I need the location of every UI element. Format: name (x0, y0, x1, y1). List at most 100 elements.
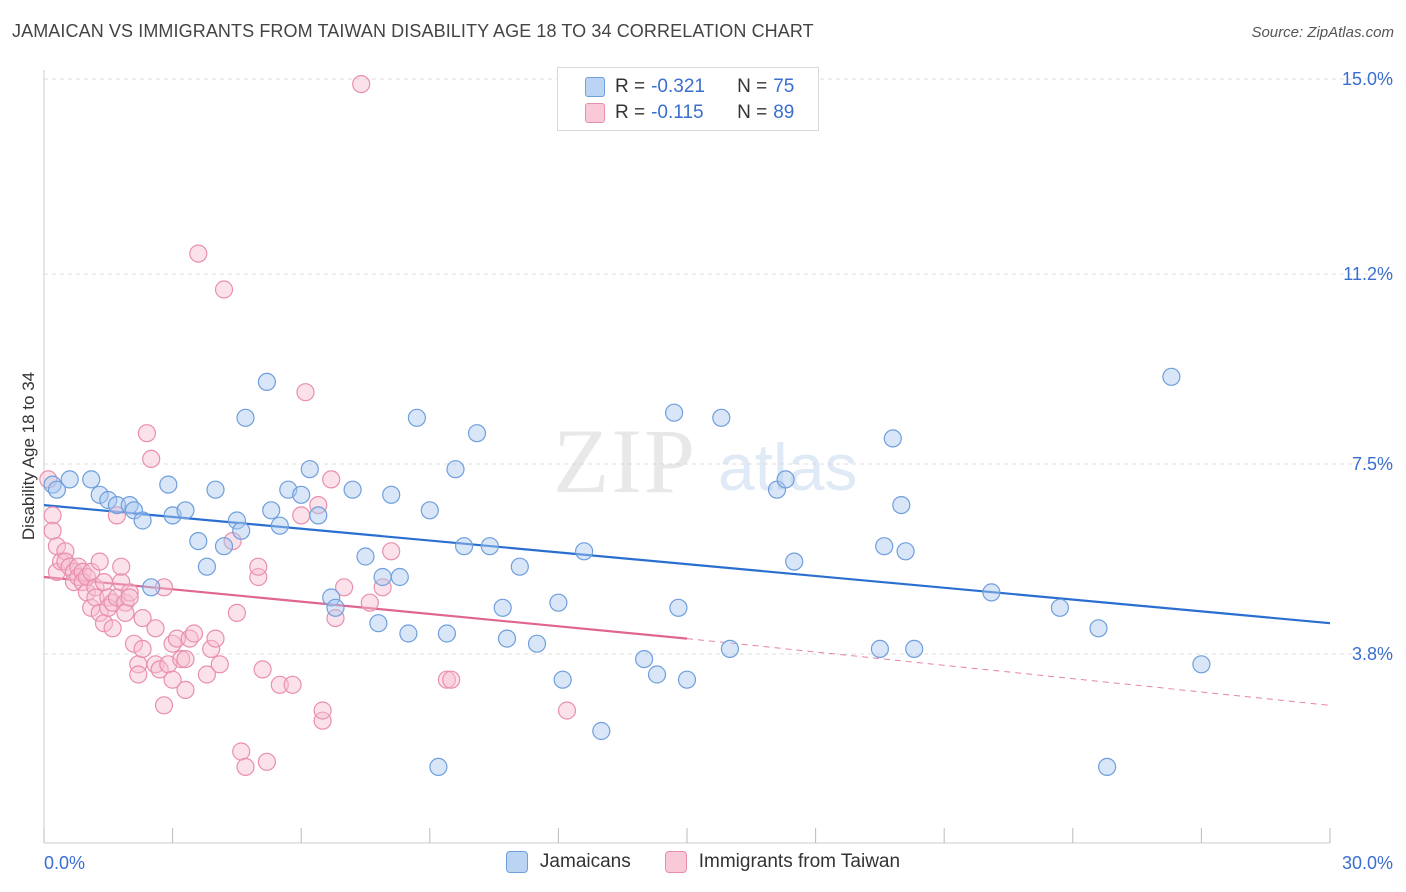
taiwan-point (232, 742, 251, 761)
taiwan-point (167, 629, 186, 648)
jamaicans-point (236, 408, 255, 427)
taiwan-point (90, 552, 109, 571)
taiwan-point (249, 567, 268, 587)
y-tick-label: 11.2% (1343, 264, 1393, 284)
jamaicans-point (142, 578, 161, 597)
taiwan-point (326, 608, 345, 628)
jamaicans-point (553, 670, 572, 689)
taiwan-point (360, 593, 379, 612)
jamaicans-point (99, 490, 118, 510)
taiwan-point (43, 506, 62, 525)
taiwan-trend-line (43, 575, 688, 640)
jamaicans-point (875, 537, 894, 556)
taiwan-point (352, 74, 371, 94)
jamaicans-point (232, 521, 251, 540)
legend-item-jamaicans: Jamaicans (505, 851, 631, 873)
jamaicans-point (720, 639, 740, 659)
taiwan-point (90, 603, 109, 623)
x-tick-label: 30.0% (1342, 853, 1393, 873)
taiwan-point (112, 557, 131, 576)
taiwan-point (133, 608, 152, 628)
jamaicans-point (574, 542, 594, 561)
taiwan-point (172, 649, 191, 669)
jamaicans-point (47, 480, 67, 499)
jamaicans-point (429, 757, 448, 777)
jamaicans-point (227, 511, 246, 530)
taiwan-point (322, 470, 341, 489)
taiwan-point (124, 634, 144, 653)
y-tick-label: 7.5% (1352, 454, 1393, 474)
taiwan-point (120, 583, 139, 602)
taiwan-point (129, 665, 148, 684)
jamaicans-point (883, 429, 902, 448)
jamaicans-point (60, 470, 79, 489)
jamaicans-point (497, 629, 517, 648)
jamaicans-point (510, 557, 529, 576)
jamaicans-point (214, 537, 234, 556)
taiwan-point (86, 578, 105, 597)
legend-item-taiwan: Immigrants from Taiwan (664, 851, 900, 873)
jamaicans-point (634, 649, 654, 669)
legend-n-label: N = (737, 102, 768, 123)
taiwan-point (154, 696, 174, 715)
taiwan-point (133, 639, 152, 659)
jamaicans-point (292, 485, 311, 504)
jamaicans-point (343, 480, 362, 499)
chart-title: JAMAICAN VS IMMIGRANTS FROM TAIWAN DISAB… (12, 21, 814, 41)
jamaicans-point (669, 598, 688, 617)
taiwan-point (176, 680, 195, 700)
legend-n-value: 75 (773, 76, 795, 97)
jamaicans-point (455, 537, 474, 556)
taiwan-point (227, 603, 246, 623)
taiwan-point (202, 639, 221, 659)
jamaicans-point (399, 624, 418, 643)
legend-swatch-blue (585, 77, 605, 97)
taiwan-point (206, 629, 225, 648)
taiwan-point (163, 670, 182, 689)
y-axis-label: Disability Age 18 to 34 (19, 371, 38, 541)
jamaicans-point (592, 721, 611, 741)
taiwan-point (373, 578, 392, 597)
legend-r-value: -0.115 (651, 102, 704, 123)
taiwan-point (437, 670, 456, 689)
jamaicans-point (373, 567, 392, 587)
jamaicans-point (982, 583, 1001, 602)
jamaicans-point (326, 598, 345, 617)
taiwan-point (313, 711, 332, 730)
trend-lines (43, 504, 1331, 706)
jamaicans-point (300, 460, 319, 479)
jamaicans-point (176, 501, 195, 520)
series-legend: Jamaicans Immigrants from Taiwan (0, 851, 1406, 873)
taiwan-point (116, 603, 135, 623)
taiwan-point (146, 619, 165, 638)
taiwan-point (197, 665, 216, 684)
jamaicans-point (712, 408, 731, 427)
stats-legend: R = -0.321 N = 75 R = -0.115 N = 89 (557, 67, 819, 131)
jamaicans-point (356, 547, 375, 566)
jamaicans-point (90, 485, 109, 504)
jamaicans-point (262, 501, 281, 520)
jamaicans-point (382, 485, 401, 504)
taiwan-point (103, 619, 122, 638)
jamaicans-point (107, 496, 127, 515)
legend-r-label: R = (615, 102, 646, 123)
jamaicans-point (82, 470, 101, 489)
jamaicans-point (892, 496, 911, 515)
jamaicans-point (776, 470, 795, 489)
watermark-zip: ZIP (553, 410, 697, 512)
taiwan-point (184, 624, 204, 643)
axes (43, 70, 1331, 844)
jamaicans-point (647, 665, 667, 684)
jamaicans-point (407, 408, 426, 427)
legend-swatch-pink (664, 851, 687, 873)
jamaicans-point (322, 588, 341, 607)
taiwan-point (296, 383, 315, 402)
taiwan-trend-extension (686, 638, 1331, 706)
jamaicans-point (369, 614, 388, 633)
jamaicans-point (1089, 619, 1108, 638)
jamaicans-point (189, 531, 208, 551)
taiwan-point (210, 655, 229, 674)
watermark-atlas: atlas (718, 430, 857, 504)
jamaicans-point (1097, 757, 1117, 777)
